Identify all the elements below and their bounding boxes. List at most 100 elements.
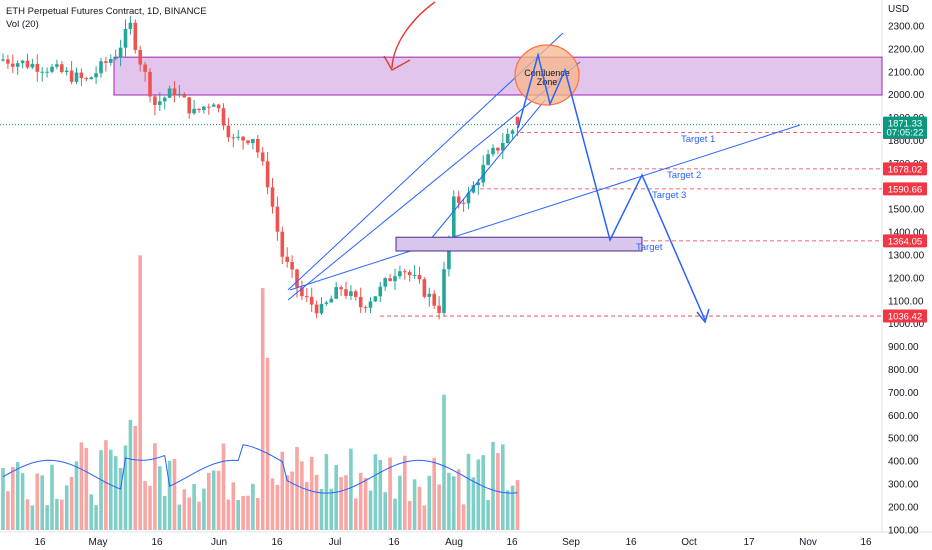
y-tick-label: 1400.00 <box>888 228 925 239</box>
volume-bar <box>309 456 314 530</box>
volume-bar <box>15 462 20 530</box>
volume-bar <box>192 484 196 530</box>
candle-body <box>128 22 133 29</box>
candle-body <box>1 59 5 61</box>
candle-body <box>491 147 495 155</box>
candle-body <box>466 192 471 204</box>
candle-body <box>55 64 59 67</box>
x-tick-label: Jul <box>329 537 342 548</box>
candle-body <box>50 66 54 72</box>
candle-body <box>167 88 172 98</box>
candle-body <box>349 291 353 296</box>
y-tick-label: 1000.00 <box>888 319 925 330</box>
level-price-text: 1036.42 <box>888 312 922 323</box>
supply-zone <box>113 56 883 96</box>
candle-body <box>6 59 10 64</box>
volume-bar <box>197 501 201 530</box>
candle-body <box>25 60 30 68</box>
x-tick-label: Nov <box>799 537 817 548</box>
candle-body <box>432 293 436 306</box>
candle-body <box>358 296 363 308</box>
level-price-tag <box>883 182 927 196</box>
candle-body <box>309 296 314 305</box>
candle-body <box>461 202 466 204</box>
long-trendline <box>289 124 801 291</box>
volume-bar <box>363 477 368 530</box>
volume-bar <box>64 485 69 530</box>
x-tick-label: 16 <box>271 537 283 548</box>
candle-body <box>172 88 177 96</box>
candle-body <box>319 303 324 314</box>
candle-body <box>334 287 338 299</box>
target-2-label: Target 2 <box>667 170 701 181</box>
volume-bar <box>452 476 456 530</box>
currency-label: USD <box>888 4 909 15</box>
candle-body <box>15 63 20 67</box>
candle-body <box>207 106 211 108</box>
candle-body <box>202 106 206 110</box>
candle-body <box>192 108 196 114</box>
candle-body <box>305 296 309 298</box>
y-tick-label: 2200.00 <box>888 44 925 55</box>
candle-body <box>476 182 481 186</box>
level-price-text: 1364.05 <box>888 236 922 247</box>
volume-bar <box>202 488 206 530</box>
x-tick-label: 16 <box>388 537 400 548</box>
confluence-zone-circle <box>514 44 580 106</box>
candle-body <box>501 142 505 151</box>
volume-bar <box>153 443 157 530</box>
x-tick-label: Jun <box>211 537 227 548</box>
candle-body <box>113 57 118 59</box>
y-tick-label: 1100.00 <box>888 296 924 307</box>
candle-body <box>69 70 74 82</box>
candle-body <box>241 136 245 141</box>
level-price-text: 1678.02 <box>888 164 922 175</box>
volume-bar <box>84 448 89 530</box>
volume-bar <box>226 499 231 530</box>
volume-bar <box>69 477 74 530</box>
confluence-label: Confluence <box>524 68 570 78</box>
candle-body <box>456 196 461 203</box>
y-tick-label: 900.00 <box>888 342 919 353</box>
volume-bar <box>216 470 221 530</box>
volume-bar <box>476 459 481 530</box>
volume-bar <box>104 440 108 530</box>
candle-body <box>368 301 373 308</box>
candle-body <box>300 287 304 297</box>
y-tick-label: 1200.00 <box>888 273 925 284</box>
volume-bar <box>515 480 520 530</box>
volume-bar <box>89 494 93 530</box>
candle-body <box>30 63 35 68</box>
candle-body <box>280 231 285 257</box>
candle-body <box>427 293 432 297</box>
volume-bar <box>167 460 172 530</box>
volume-bar <box>344 475 348 530</box>
candle-body <box>481 164 485 183</box>
level-price-text: 1590.66 <box>888 184 922 195</box>
volume-bar <box>456 469 461 530</box>
volume-bar <box>123 445 128 530</box>
volume-bar <box>260 288 265 530</box>
candle-body <box>11 63 15 67</box>
volume-bar <box>329 488 334 530</box>
candle-body <box>138 49 142 65</box>
volume-bar <box>324 454 329 530</box>
volume-bar <box>236 500 240 530</box>
candle-body <box>373 296 378 302</box>
candle-body <box>94 73 98 78</box>
volume-bar <box>393 498 397 530</box>
candle-body <box>265 161 270 188</box>
volume-bar <box>172 459 177 530</box>
candle-body <box>285 256 289 262</box>
candle-body <box>422 279 427 297</box>
volume-bar <box>138 255 142 531</box>
volume-bar <box>148 485 152 530</box>
volume-bar <box>319 488 324 530</box>
candle-body <box>275 206 280 232</box>
volume-bar <box>246 495 250 530</box>
volume-bar <box>334 465 338 530</box>
candle-body <box>407 272 412 276</box>
volume-bar <box>270 478 275 530</box>
